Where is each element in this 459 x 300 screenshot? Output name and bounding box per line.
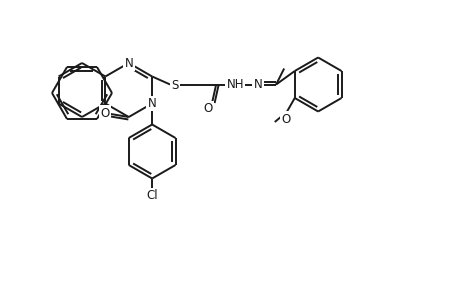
Text: O: O [203, 102, 213, 115]
Text: S: S [171, 79, 179, 92]
Text: O: O [280, 112, 290, 125]
Text: O: O [100, 106, 109, 119]
Text: N: N [253, 78, 262, 91]
Text: N: N [147, 97, 156, 110]
Text: N: N [124, 56, 133, 70]
Text: Cl: Cl [146, 189, 157, 202]
Text: NH: NH [226, 78, 243, 91]
